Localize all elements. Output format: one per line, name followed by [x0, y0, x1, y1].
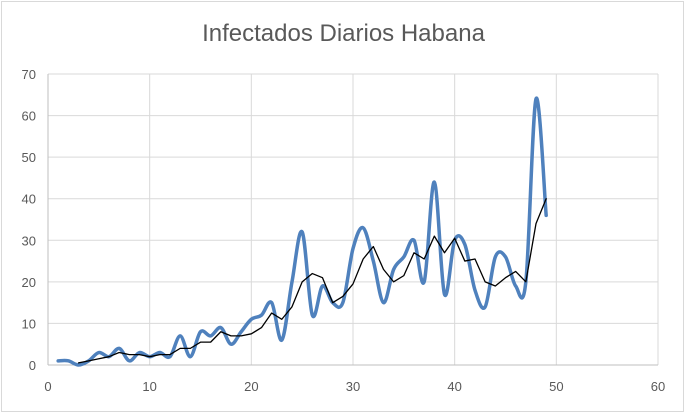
- x-tick-label: 40: [447, 379, 461, 394]
- x-tick-label: 10: [142, 379, 156, 394]
- x-tick-label: 0: [44, 379, 51, 394]
- y-tick-label: 40: [22, 192, 36, 207]
- y-tick-label: 70: [22, 67, 36, 82]
- chart-title: Infectados Diarios Habana: [202, 20, 485, 47]
- daily-cases-line: [56, 96, 548, 367]
- y-tick-label: 30: [22, 233, 36, 248]
- y-tick-label: 10: [22, 316, 36, 331]
- x-tick-label: 50: [549, 379, 563, 394]
- y-tick-label: 60: [22, 109, 36, 124]
- y-tick-label: 20: [22, 275, 36, 290]
- x-tick-label: 30: [346, 379, 360, 394]
- x-tick-label: 20: [244, 379, 258, 394]
- y-tick-label: 0: [29, 358, 36, 373]
- moving-average-line: [77, 198, 547, 364]
- y-tick-label: 50: [22, 150, 36, 165]
- x-tick-label: 60: [651, 379, 665, 394]
